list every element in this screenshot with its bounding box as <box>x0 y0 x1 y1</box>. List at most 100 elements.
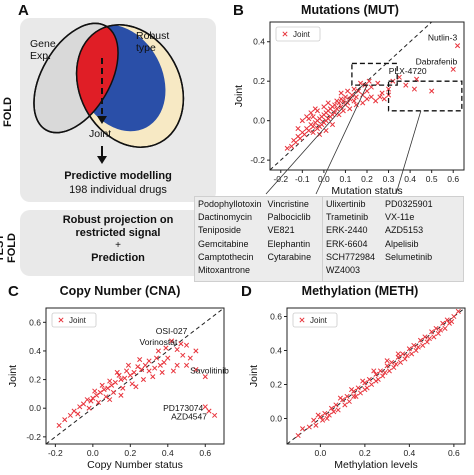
data-point <box>140 377 146 383</box>
data-point <box>449 319 455 325</box>
data-point <box>92 388 98 394</box>
data-point <box>347 106 353 112</box>
data-point <box>440 320 446 326</box>
data-point <box>331 409 337 415</box>
data-point <box>396 74 402 80</box>
drug-col-right1: Ulixertinib Trametinib ERK-2440 ERK-6604 SCH… <box>326 198 375 277</box>
y-tick-label: -0.2 <box>250 155 265 165</box>
x-axis-label: Copy Number status <box>87 459 183 471</box>
data-point <box>342 402 348 408</box>
chart-d-title: Methylation (METH) <box>301 284 419 298</box>
data-point <box>71 408 77 414</box>
drug-name: Palbociclib <box>267 212 311 223</box>
test-box <box>20 210 216 276</box>
test-fold-text: TEST FOLD <box>0 233 18 263</box>
drug-name: Camptothecin <box>198 251 254 262</box>
connector-line <box>265 84 363 195</box>
data-point <box>320 417 326 423</box>
y-tick-label: 0.4 <box>29 346 41 356</box>
data-point <box>437 327 444 333</box>
y-tick-label: 0.4 <box>270 346 282 356</box>
arrow-head-2 <box>97 156 107 164</box>
data-point <box>402 356 408 362</box>
data-point <box>395 351 401 357</box>
data-point <box>193 348 199 354</box>
data-point <box>118 377 124 383</box>
data-point <box>348 387 355 393</box>
x-tick-label: 0.4 <box>404 174 416 184</box>
data-point <box>163 345 169 351</box>
x-tick-label: 0.5 <box>426 174 438 184</box>
data-point <box>380 373 386 379</box>
data-point <box>120 385 126 391</box>
data-point <box>357 390 363 396</box>
data-point <box>67 412 73 418</box>
data-point <box>355 88 361 94</box>
venn-diagram <box>33 18 185 164</box>
data-point <box>159 369 165 375</box>
data-point <box>137 356 143 363</box>
data-point <box>324 415 330 422</box>
data-point <box>404 353 410 359</box>
data-point <box>351 98 357 104</box>
x-tick-label: 0.1 <box>340 174 352 184</box>
data-point <box>88 398 94 404</box>
data-point <box>338 90 344 96</box>
drug-name: PD0325901 <box>385 199 433 209</box>
data-point <box>337 395 343 401</box>
y-tick-label: 0.0 <box>270 414 282 424</box>
data-point <box>342 94 348 100</box>
identity-line <box>269 21 433 171</box>
y-axis-label: Joint <box>233 85 245 107</box>
legend-label: Joint <box>69 316 87 325</box>
drug-name: Dactinomycin <box>198 212 253 223</box>
chart-c-title: Copy Number (CNA) <box>59 284 181 298</box>
data-point <box>311 417 317 423</box>
training-fold-text: TRAINING FOLD <box>0 85 14 139</box>
data-point <box>153 355 160 361</box>
robust-projection-label: Robust projection on restricted signal <box>62 214 174 239</box>
drug-name: VX-11e <box>385 212 415 223</box>
x-tick-label: 0.2 <box>361 174 373 184</box>
data-point <box>114 369 120 375</box>
data-point <box>400 351 406 357</box>
connector-line <box>395 110 422 195</box>
data-point <box>346 398 352 405</box>
chart-c: -0.2 0.0 0.2 0.4 0.6 -0.2 0.0 0.2 0.4 0.6 Copy Num… <box>7 307 229 471</box>
data-point <box>351 86 357 92</box>
plus-label: + <box>115 240 121 251</box>
data-point <box>415 344 421 350</box>
chart-b-title: Mutations (MUT) <box>301 3 399 17</box>
data-point <box>366 376 372 382</box>
data-point <box>333 402 339 408</box>
drug-name: ERK-6604 <box>326 238 368 249</box>
annotation-label: Vorinostat <box>140 337 178 347</box>
data-point <box>180 352 186 358</box>
data-point <box>389 359 395 365</box>
data-point <box>95 399 102 406</box>
data-point <box>334 98 340 104</box>
x-tick-label: 0.0 <box>318 174 330 184</box>
data-point <box>314 126 320 132</box>
drug-name: Mitoxantrone <box>198 265 251 276</box>
data-point <box>411 342 417 348</box>
data-point <box>329 122 336 128</box>
x-tick-label: 0.4 <box>162 448 174 458</box>
data-point <box>116 372 122 378</box>
data-point <box>129 381 135 387</box>
chart-d: 0.0 0.2 0.4 0.6 0.0 0.2 0.4 0.6 Methylation leve… <box>248 307 466 471</box>
data-point <box>127 372 133 378</box>
data-point <box>157 362 163 368</box>
drug-count-label: 198 individual drugs <box>69 184 167 196</box>
x-tick-label: -0.2 <box>48 448 63 458</box>
y-tick-label: 0.0 <box>29 403 41 413</box>
data-point <box>364 88 370 94</box>
x-tick-label: 0.4 <box>403 448 415 458</box>
data-point <box>371 368 377 374</box>
connector-line <box>315 84 368 195</box>
data-point <box>426 336 432 342</box>
data-point <box>322 410 328 416</box>
annotation-label: PD173074 <box>163 403 203 413</box>
data-point <box>393 361 399 367</box>
data-point <box>379 90 385 96</box>
